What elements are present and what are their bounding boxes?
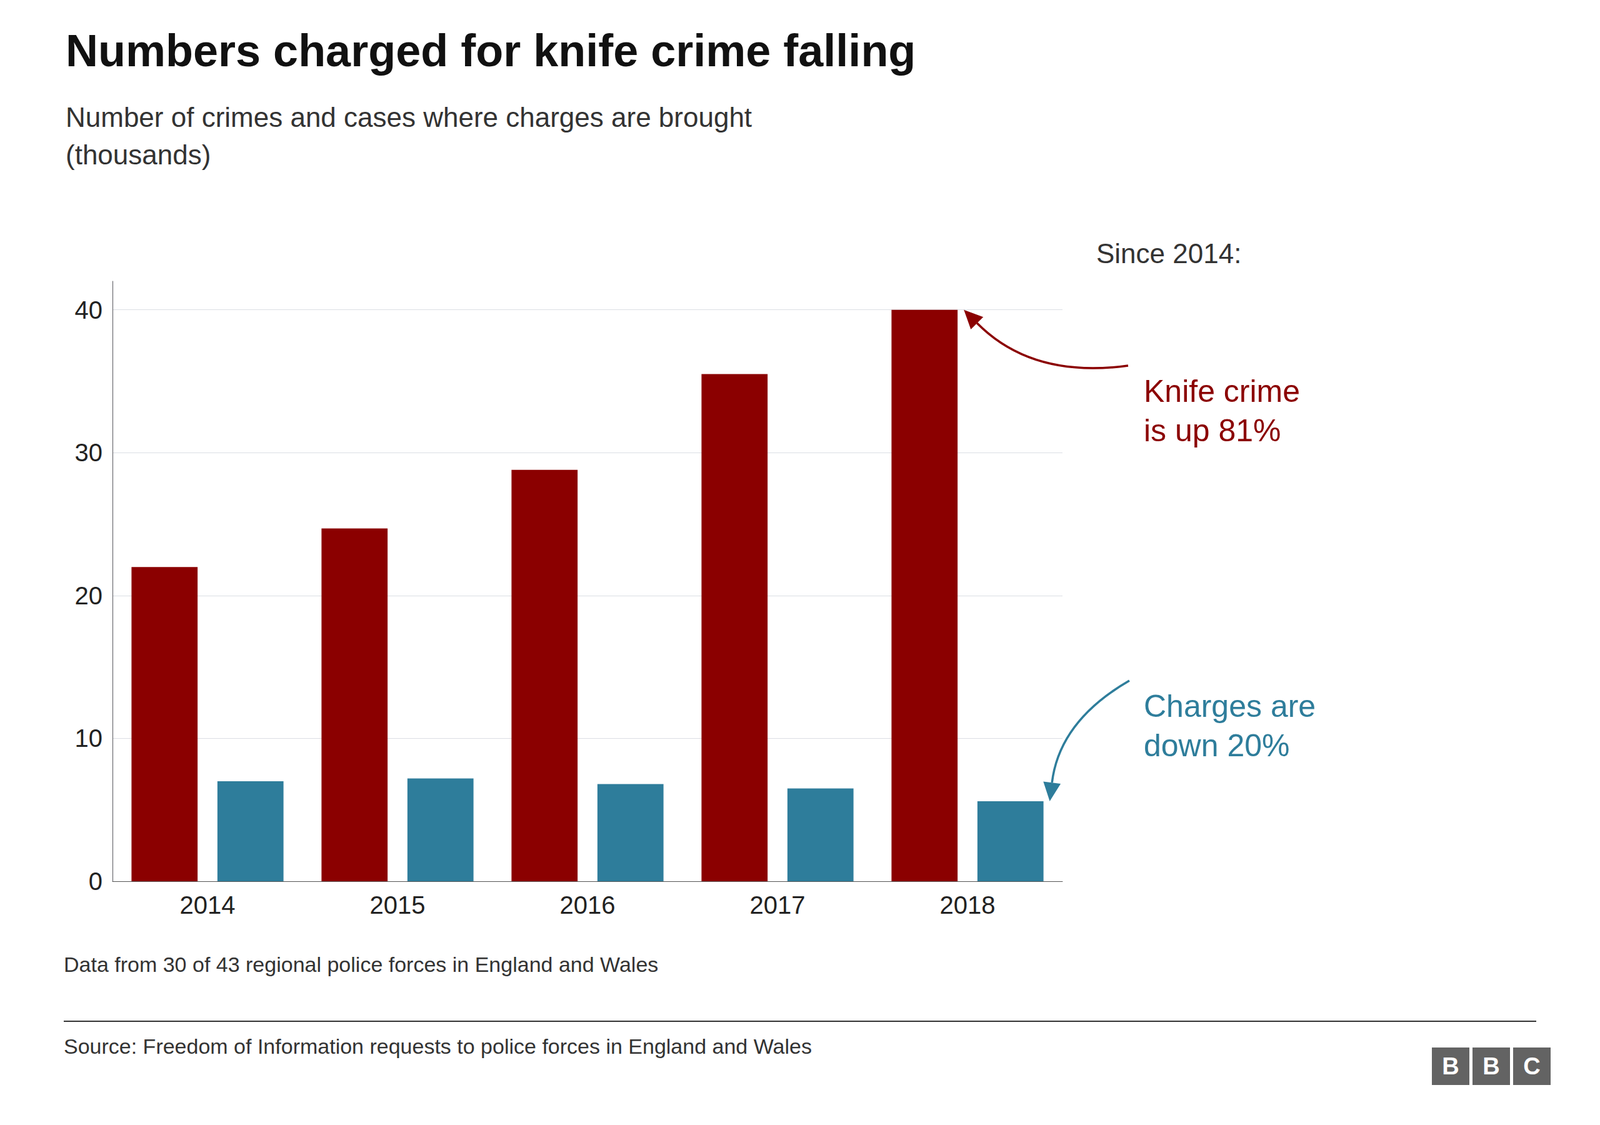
svg-text:Data from 30 of 43 regional po: Data from 30 of 43 regional police force…	[63, 952, 659, 977]
svg-text:2017: 2017	[750, 891, 806, 919]
svg-text:2016: 2016	[560, 891, 616, 919]
svg-text:2014: 2014	[180, 891, 236, 919]
svg-text:2018: 2018	[940, 891, 996, 919]
svg-text:(thousands): (thousands)	[65, 139, 211, 170]
svg-text:10: 10	[75, 724, 104, 752]
svg-text:2015: 2015	[370, 891, 426, 919]
svg-text:Since 2014:: Since 2014:	[1096, 238, 1242, 269]
svg-text:C: C	[1523, 1053, 1540, 1080]
svg-text:B: B	[1441, 1053, 1459, 1080]
svg-text:down 20%: down 20%	[1143, 728, 1290, 764]
svg-text:20: 20	[75, 581, 104, 610]
svg-text:Charges are: Charges are	[1143, 688, 1316, 724]
svg-text:B: B	[1482, 1053, 1500, 1080]
svg-text:30: 30	[75, 438, 104, 467]
svg-text:is up 81%: is up 81%	[1143, 413, 1282, 449]
svg-text:Numbers charged for knife crim: Numbers charged for knife crime falling	[65, 25, 916, 76]
svg-text:40: 40	[75, 296, 104, 324]
svg-text:Number of crimes and cases whe: Number of crimes and cases where charges…	[65, 101, 752, 133]
svg-text:Source: Freedom of Information: Source: Freedom of Information requests …	[63, 1034, 812, 1059]
svg-text:Knife crime: Knife crime	[1143, 373, 1300, 409]
svg-text:0: 0	[88, 867, 103, 895]
